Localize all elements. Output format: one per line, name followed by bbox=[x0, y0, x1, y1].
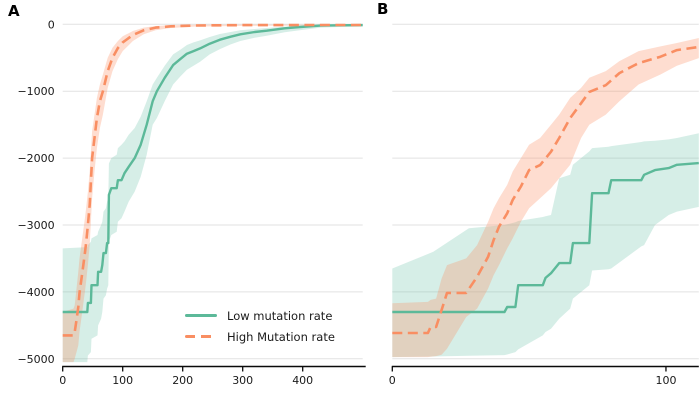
low-mutation-confidence-band bbox=[62, 24, 363, 363]
x-tick-label: 300 bbox=[232, 374, 253, 387]
y-tick-label: −3000 bbox=[17, 219, 54, 232]
low-mutation-rate-line bbox=[62, 23, 363, 314]
x-tick-label: 0 bbox=[59, 374, 66, 387]
legend-item-low: Low mutation rate bbox=[185, 305, 335, 326]
low-mutation-line-swatch bbox=[185, 314, 217, 317]
x-tick-label: 100 bbox=[655, 374, 676, 387]
high-mutation-confidence-band bbox=[392, 38, 699, 358]
high-mutation-rate-line bbox=[62, 23, 363, 337]
y-tick-label: −4000 bbox=[17, 286, 54, 299]
y-tick-label: −5000 bbox=[17, 353, 54, 366]
low-mutation-confidence-band bbox=[392, 133, 699, 358]
y-tick-label: −1000 bbox=[17, 85, 54, 98]
x-tick-label: 200 bbox=[172, 374, 193, 387]
x-tick-label: 100 bbox=[112, 374, 133, 387]
high-mutation-line-swatch bbox=[185, 335, 217, 338]
high-mutation-rate-line bbox=[392, 45, 699, 335]
y-tick-label: −2000 bbox=[17, 152, 54, 165]
x-tick-label: 0 bbox=[389, 374, 396, 387]
y-tick-label: 0 bbox=[48, 18, 55, 31]
low-mutation-rate-line bbox=[392, 161, 699, 314]
panel-b-label: B bbox=[377, 0, 389, 18]
legend-label-low: Low mutation rate bbox=[227, 308, 333, 323]
legend-item-high: High Mutation rate bbox=[185, 326, 335, 347]
panel-b-plot: 0 100 bbox=[389, 23, 699, 387]
panel-a-plot: 0 100 200 300 400 0 −1000 −2000 −3000 −4000 −5000 bbox=[17, 18, 366, 387]
legend: Low mutation rate High Mutation rate bbox=[185, 305, 335, 347]
legend-label-high: High Mutation rate bbox=[227, 329, 335, 344]
x-tick-label: 400 bbox=[292, 374, 313, 387]
panel-a-label: A bbox=[8, 2, 20, 20]
